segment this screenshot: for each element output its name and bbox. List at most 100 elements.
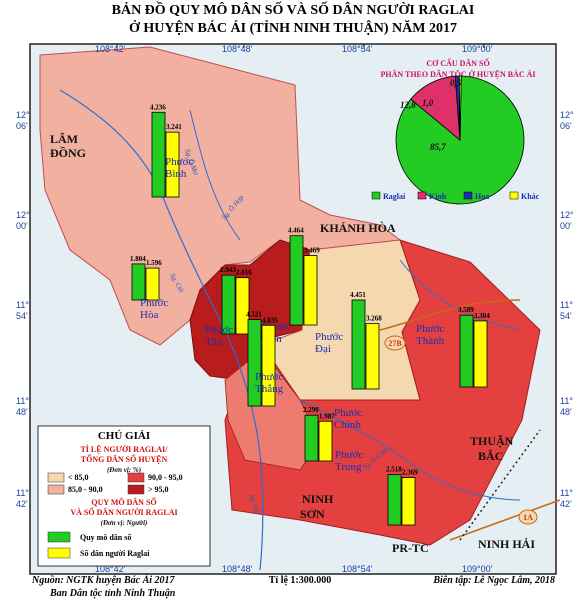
- bar-population: [151, 111, 166, 198]
- pie-label: 85,7: [430, 142, 446, 152]
- lat-label: 48': [16, 407, 28, 417]
- pie-slice: [458, 75, 462, 141]
- value-label: 3.241: [166, 123, 182, 131]
- lat-label: 06': [16, 121, 28, 131]
- lat-label: 11°: [560, 396, 573, 406]
- lat-label: 11°: [16, 396, 29, 406]
- pie-legend-swatch: [371, 191, 381, 200]
- legend-label: 90,0 - 95,0: [148, 473, 183, 482]
- commune-label: Phước: [165, 156, 193, 168]
- commune-label: Thắng: [255, 383, 284, 395]
- bar-raglai: [235, 277, 250, 335]
- value-label: 2.290: [303, 406, 319, 414]
- bar-population: [247, 319, 262, 407]
- lat-label: 11°: [16, 488, 29, 498]
- legend-subtitle: TỈ LỆ NGƯỜI RAGLAI/: [80, 444, 168, 454]
- region-label: KHÁNH HÒA: [320, 221, 396, 235]
- lat-label: 54': [16, 311, 28, 321]
- road-sign: [384, 335, 406, 351]
- lon-label: 108°54': [342, 564, 373, 574]
- value-label: 4.321: [246, 311, 262, 319]
- pie-legend-swatch: [417, 191, 427, 200]
- lon-label: 108°42': [95, 44, 126, 54]
- bar-population: [131, 263, 146, 301]
- value-label: 4.236: [150, 103, 166, 111]
- bar-raglai: [145, 267, 160, 301]
- lat-label: 06': [560, 121, 572, 131]
- commune-label: Phước: [315, 331, 343, 343]
- region-label: PR-TC: [392, 541, 429, 555]
- pie-label: 1,0: [422, 98, 434, 108]
- bar-raglai: [318, 420, 333, 462]
- region-label: LÂM: [50, 132, 78, 146]
- legend-label: Số dân người Raglai: [80, 549, 150, 558]
- road-sign-label: 1A: [523, 513, 533, 522]
- pie-legend-swatch: [463, 191, 473, 200]
- value-label: 3.589: [458, 306, 474, 314]
- pie-title: CƠ CẤU DÂN SỐ: [426, 58, 489, 68]
- lon-label: 108°48': [222, 44, 253, 54]
- pie-legend-label: Khác: [521, 192, 540, 201]
- commune-label: Trung: [335, 461, 362, 473]
- lat-label: 12°: [560, 110, 574, 120]
- value-label: 4.035: [262, 316, 278, 324]
- legend-swatch: [47, 472, 65, 483]
- title-line: BẢN ĐỒ QUY MÔ DÂN SỐ VÀ SỐ DÂN NGƯỜI RAG…: [112, 0, 475, 18]
- pie-legend-label: Raglai: [383, 192, 406, 201]
- lat-label: 11°: [560, 300, 573, 310]
- lat-label: 54': [560, 311, 572, 321]
- commune-label: Phước: [416, 323, 444, 335]
- value-label: 2.943: [220, 266, 236, 274]
- bar-population: [289, 235, 304, 326]
- legend-swatch: [47, 531, 71, 543]
- region-label: BẮC: [478, 448, 503, 463]
- lat-label: 00': [560, 221, 572, 231]
- value-label: 2.369: [402, 469, 418, 477]
- road-sign: [518, 509, 538, 525]
- commune-label: Phước: [140, 297, 168, 309]
- road: [379, 299, 521, 331]
- legend-label: > 95,0: [148, 485, 169, 494]
- bar-raglai: [473, 320, 488, 388]
- value-label: 1.596: [146, 259, 162, 267]
- lat-label: 00': [16, 221, 28, 231]
- legend-subtitle: QUY MÔ DÂN SỐ: [91, 497, 156, 507]
- road-sign-label: 27B: [388, 339, 402, 348]
- legend-box: [37, 425, 211, 567]
- pie-legend-label: Hoa: [475, 192, 489, 201]
- region-label: NINH: [302, 492, 334, 506]
- legend-label: 85,0 - 90,0: [68, 485, 103, 494]
- lon-label: 108°54': [342, 44, 373, 54]
- bar-population: [304, 414, 319, 462]
- lat-label: 12°: [16, 110, 30, 120]
- region-label: NINH HẢI: [478, 537, 535, 551]
- legend-subtitle: TỔNG DÂN SỐ HUYỆN: [81, 454, 168, 464]
- legend-swatch: [47, 547, 71, 559]
- pie-legend-label: Kinh: [429, 192, 447, 201]
- bar-raglai: [261, 324, 276, 407]
- value-label: 3.304: [474, 312, 490, 320]
- commune-label: Chính: [334, 419, 361, 431]
- river: [299, 399, 521, 501]
- river: [399, 259, 521, 331]
- lat-label: 12°: [16, 210, 30, 220]
- region-label: ĐỒNG: [50, 145, 86, 160]
- legend-label: < 85,0: [68, 473, 89, 482]
- legend-label: Quy mô dân số: [80, 533, 132, 542]
- lat-label: 48': [560, 407, 572, 417]
- bar-population: [351, 299, 366, 390]
- river: [189, 109, 241, 241]
- value-label: 2.816: [236, 269, 252, 277]
- commune-label: Đại: [315, 343, 331, 355]
- pie-legend-swatch: [509, 191, 519, 200]
- commune-label: Phước: [205, 324, 233, 336]
- region-label: SƠN: [300, 507, 325, 521]
- value-label: 1.804: [130, 255, 146, 263]
- bar-population: [387, 474, 402, 526]
- value-label: 3.268: [366, 315, 382, 323]
- legend-subtitle: (Đơn vị: Người): [101, 519, 148, 527]
- value-label: 4.451: [350, 291, 366, 299]
- legend-swatch: [127, 472, 145, 483]
- pie-label: 12,8: [400, 100, 416, 110]
